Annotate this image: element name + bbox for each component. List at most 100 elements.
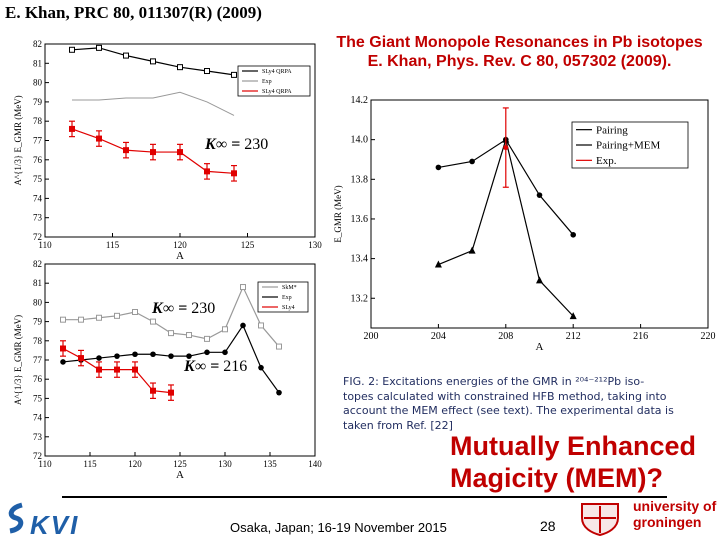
legend-label: SLy4 QRPA [262,89,292,95]
data-point [96,314,102,321]
legend-label: SkM* [282,285,297,291]
data-point [114,353,120,359]
y-tick-label: 80 [33,78,43,88]
x-tick-label: 135 [263,459,277,469]
x-axis-label: A [176,469,184,481]
data-point [204,335,210,342]
data-point [536,192,543,198]
y-tick-label: 79 [33,317,43,327]
data-point [204,168,210,175]
kvi-logo-icon [8,502,24,534]
data-point [69,46,75,53]
mem-line-2: Magicity (MEM)? [450,463,663,493]
x-tick-label: 200 [364,331,379,342]
chart-bottom-left: 110 115 120 125 130 135 140 72 73 74 75 76 77 78 79 80 8… [13,259,322,481]
slide-title: The Giant Monopole Resonances in Pb isot… [322,33,717,71]
data-point [258,322,264,329]
x-tick-label: 110 [38,240,52,250]
data-point [60,359,66,365]
data-point [177,64,183,71]
data-point [434,260,442,268]
caption-line-3: account the MEM effect (see text). The e… [343,404,674,417]
y-tick-label: 14.0 [351,135,369,146]
legend-label: Pairing [596,124,628,136]
k-value-bottom-lower: 216 [223,358,248,375]
data-point [60,316,66,323]
data-point [258,364,264,371]
y-tick-label: 72 [33,232,42,242]
y-tick-label: 80 [33,297,43,307]
y-tick-label: 77 [33,355,43,365]
x-tick-label: 110 [38,459,52,469]
mem-question: Mutually Enhanced Magicity (MEM)? [450,430,696,494]
data-point [240,284,246,291]
y-tick-label: 78 [33,336,43,346]
x-tick-label: 115 [106,240,120,250]
y-tick-label: 79 [33,97,43,107]
page-number: 28 [540,518,556,534]
y-tick-label: 82 [33,39,42,49]
title-line-2: E. Khan, Phys. Rev. C 80, 057302 (2009). [367,53,672,70]
caption-line-1: FIG. 2: Excitations energies of the GMR … [343,375,645,388]
y-tick-label: 13.2 [351,293,369,304]
data-point [168,353,174,359]
x-tick-label: 125 [241,240,255,250]
chart-top-left: 110 115 120 125 130 72 73 74 75 76 77 78 79 80 81 82 A A^… [13,39,322,262]
x-tick-label: 130 [308,240,322,250]
x-tick-label: 115 [83,459,97,469]
data-point [204,349,210,356]
data-point [150,149,156,156]
y-tick-label: 76 [33,374,43,384]
data-point [96,366,102,373]
y-axis-label: A^{1/3} E_GMR (MeV) [13,95,23,185]
legend-label: SLy4 [282,305,295,311]
legend-label: SLy4 QRPA [262,69,292,75]
series-line [72,91,235,116]
data-point [468,246,476,254]
y-tick-label: 13.6 [351,214,369,225]
data-point [150,58,156,65]
x-tick-label: 204 [431,331,446,342]
data-point [204,68,210,75]
data-point [69,125,75,132]
data-point [132,351,138,358]
data-point [186,353,192,359]
y-tick-label: 72 [33,451,42,461]
k-value-top: 230 [244,136,269,153]
data-point [114,366,120,373]
data-point [570,232,576,238]
data-point [222,326,228,333]
y-tick-label: 81 [33,278,42,288]
data-point [78,355,84,362]
k-annotation-bottom-lower: K∞ = 216 [184,358,247,376]
x-tick-label: 212 [566,331,581,342]
kvi-logo-text: KVI [30,510,80,540]
data-point [276,343,282,350]
k-annotation-bottom-upper: K∞ = 230 [152,300,215,318]
citation-header: E. Khan, PRC 80, 011307(R) (2009) [5,3,262,22]
x-tick-label: 120 [128,459,142,469]
caption-line-2: topes calculated with constrained HFB me… [343,389,667,403]
x-tick-label: 208 [498,331,513,342]
data-point [114,312,120,319]
legend-label: Exp. [596,155,617,167]
data-point [177,149,183,156]
legend-label: Exp [262,79,272,85]
data-point [469,158,475,165]
data-point [168,389,174,396]
x-tick-label: 130 [218,459,232,469]
mem-line-1: Mutually Enhanced [450,431,697,461]
x-tick-label: 220 [701,331,716,342]
y-tick-label: 74 [33,193,43,203]
x-tick-label: 120 [173,240,187,250]
groningen-line-2: groningen [633,514,702,530]
data-point [96,355,102,361]
data-point [60,345,66,352]
title-line-1: The Giant Monopole Resonances in Pb isot… [336,34,703,51]
y-axis-label: E_GMR (MeV) [333,185,343,242]
data-point [150,351,156,358]
groningen-logo-text: university of groningen [633,498,716,530]
y-tick-label: 82 [33,259,42,269]
y-tick-label: 76 [33,155,43,165]
